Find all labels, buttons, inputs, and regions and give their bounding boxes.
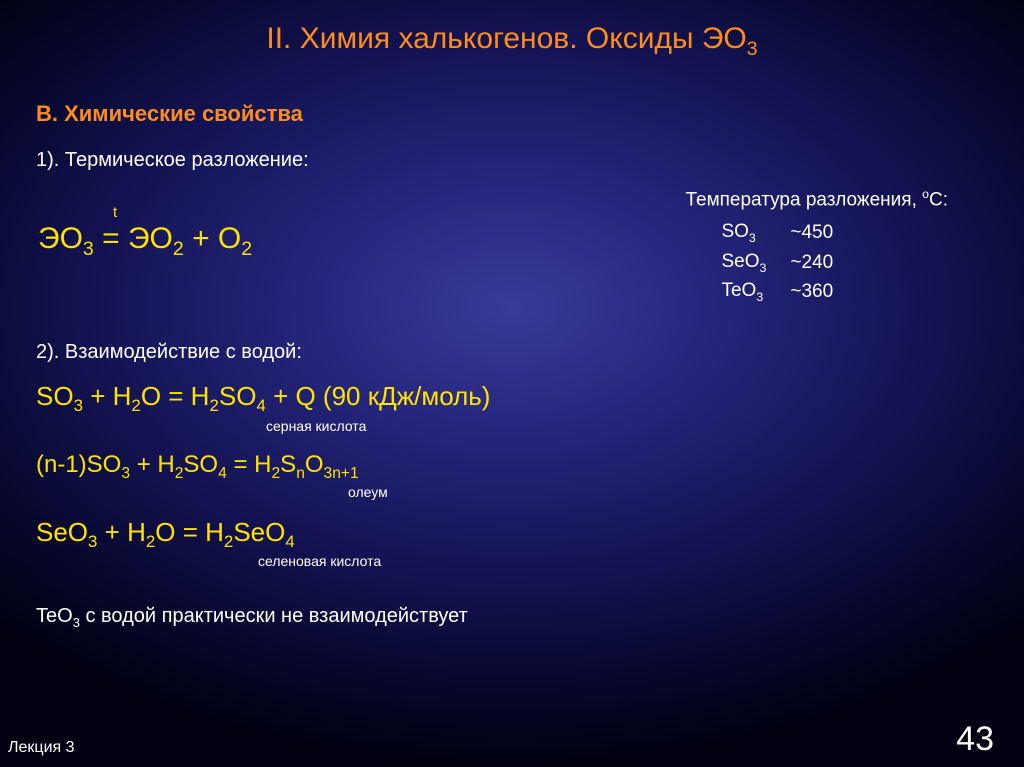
equation-4: SeO3 + H2O = H2SeO4 — [36, 518, 988, 552]
bottom-note-rest: с водой практически не взаимодействует — [80, 605, 468, 627]
bottom-note-sub: 3 — [73, 615, 80, 630]
eq1-plus: + O — [184, 222, 242, 255]
equation-3: (n-1)SO3 + H2SO4 = H2SnO3n+1 — [36, 452, 988, 482]
eq1-lhs-sub: 3 — [83, 238, 94, 260]
temp-formula: SeO3 — [721, 248, 790, 278]
eq1-rhs1-sub: 2 — [173, 238, 184, 260]
row-eq1-and-table: ЭО3 t = ЭО2 + O2 Температура разложения,… — [36, 186, 988, 307]
equation-2-note: серная кислота — [266, 418, 988, 434]
temp-table: SO3 ~450 SeO3 ~240 TeO3 ~360 — [721, 218, 857, 307]
title-sub: 3 — [747, 38, 758, 60]
slide-title: II. Химия халькогенов. Оксиды ЭО3 — [36, 22, 988, 61]
eq1-rhs2-sub: 2 — [241, 238, 252, 260]
temp-value: ~360 — [790, 277, 857, 307]
title-text: II. Химия халькогенов. Оксиды ЭО — [266, 22, 746, 55]
footer-lecture: Лекция 3 — [8, 739, 75, 757]
temp-table-header: Температура разложения, oС: — [685, 186, 948, 214]
point-2-label: 2). Взаимодействие с водой: — [36, 341, 988, 364]
equation-4-note: селеновая кислота — [258, 553, 988, 569]
equation-3-note: олеум — [348, 484, 988, 500]
temp-formula: TeO3 — [721, 277, 790, 307]
temp-header-unit: С: — [929, 189, 948, 210]
eq1-lhs: ЭО — [38, 222, 83, 255]
temp-formula: SO3 — [721, 218, 790, 248]
equation-2: SO3 + H2O = H2SO4 + Q (90 кДж/моль) — [36, 382, 988, 416]
table-row: TeO3 ~360 — [721, 277, 857, 307]
temp-header-degree: o — [922, 187, 929, 201]
table-row: SeO3 ~240 — [721, 248, 857, 278]
eq1-rhs1: ЭО — [128, 222, 173, 255]
eq1-condition-t: t — [113, 204, 117, 221]
temp-header-text: Температура разложения, — [685, 189, 922, 210]
point-1-label: 1). Термическое разложение: — [36, 149, 988, 172]
table-row: SO3 ~450 — [721, 218, 857, 248]
equation-1: ЭО3 t = ЭО2 + O2 — [38, 222, 252, 261]
section-b-heading: В. Химические свойства — [36, 101, 988, 127]
footer-page-number: 43 — [956, 720, 994, 759]
bottom-note-prefix: TeO — [36, 605, 73, 627]
temp-value: ~240 — [790, 248, 857, 278]
slide: II. Химия халькогенов. Оксиды ЭО3 В. Хим… — [0, 0, 1024, 767]
eq1-equals: t = — [102, 222, 128, 255]
decomposition-temperature-block: Температура разложения, oС: SO3 ~450 SeO… — [685, 186, 948, 307]
temp-value: ~450 — [790, 218, 857, 248]
bottom-note: TeO3 с водой практически не взаимодейств… — [36, 605, 988, 630]
